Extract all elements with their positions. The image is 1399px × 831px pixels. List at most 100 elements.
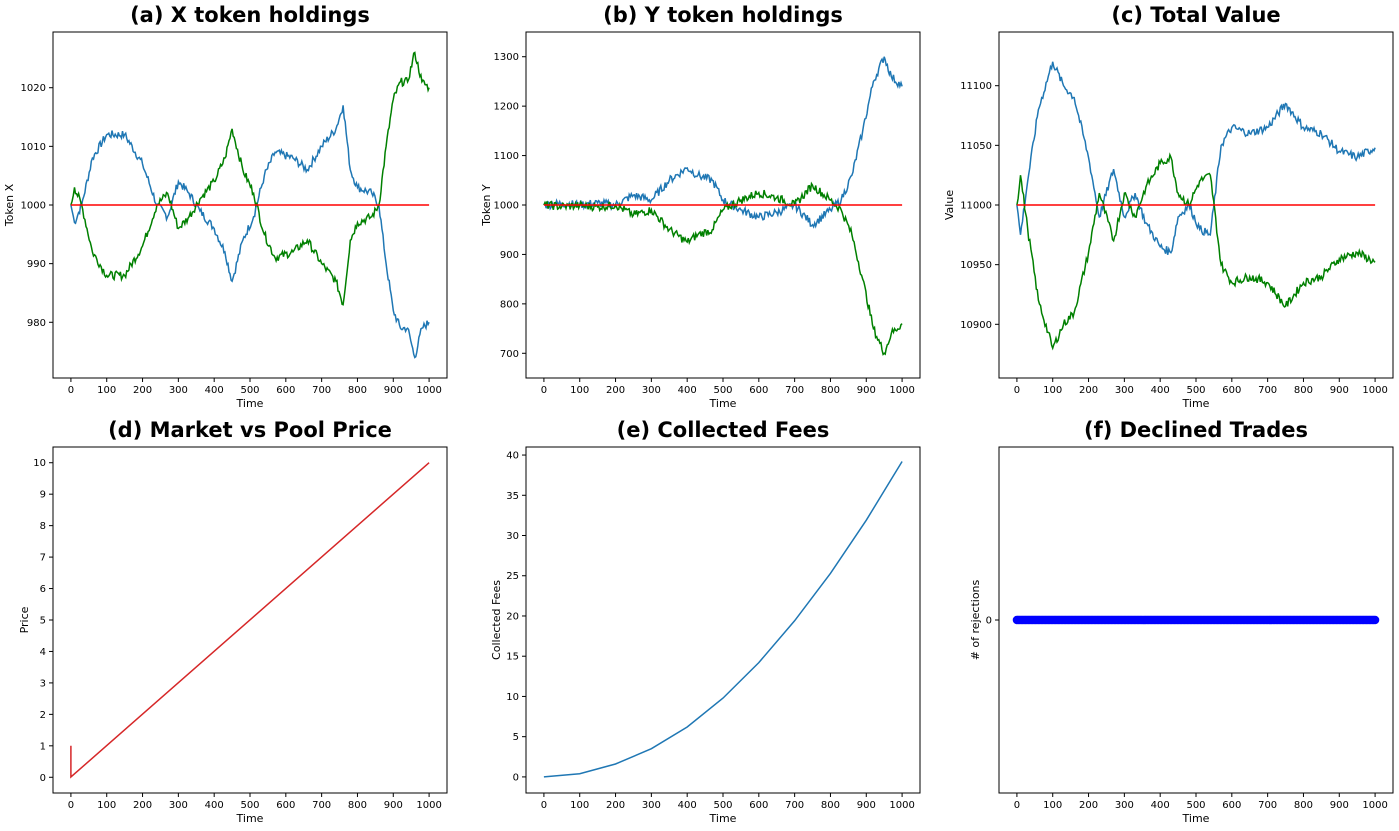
x-tick-label: 0 xyxy=(1014,385,1020,396)
y-tick-label: 5 xyxy=(40,616,46,627)
x-tick-label: 600 xyxy=(749,385,768,396)
x-axis-label: Time xyxy=(236,812,264,825)
x-axis-label: Time xyxy=(709,397,737,410)
y-tick-label: 0 xyxy=(986,616,992,627)
x-tick-label: 1000 xyxy=(416,385,441,396)
x-tick-label: 200 xyxy=(1079,800,1098,811)
y-tick-label: 1 xyxy=(40,741,46,752)
x-tick-label: 1000 xyxy=(1362,385,1387,396)
y-tick-label: 6 xyxy=(40,584,46,595)
y-tick-label: 1000 xyxy=(21,201,46,212)
x-tick-label: 100 xyxy=(97,385,116,396)
y-tick-label: 11050 xyxy=(960,141,992,152)
y-tick-label: 1020 xyxy=(21,83,46,94)
x-tick-label: 300 xyxy=(169,800,188,811)
x-tick-label: 900 xyxy=(1330,800,1349,811)
x-tick-label: 700 xyxy=(1258,800,1277,811)
y-tick-label: 20 xyxy=(506,611,519,622)
x-tick-label: 400 xyxy=(205,800,224,811)
x-tick-label: 800 xyxy=(821,385,840,396)
x-tick-label: 0 xyxy=(68,800,74,811)
chart-panel-6: (f) Declined Trades 0 100 200 300 400 500 600 70… xyxy=(969,418,1394,825)
y-tick-label: 980 xyxy=(27,318,46,329)
x-tick-label: 800 xyxy=(348,800,367,811)
x-tick-label: 200 xyxy=(133,800,152,811)
plot-frame xyxy=(525,446,921,794)
x-tick-label: 500 xyxy=(1186,385,1205,396)
chart-title: (c) Total Value xyxy=(1111,3,1280,27)
y-tick-label: 15 xyxy=(506,652,519,663)
x-tick-label: 600 xyxy=(276,385,295,396)
y-axis-label: Token X xyxy=(3,183,16,227)
y-axis-label: Token Y xyxy=(480,184,493,227)
x-tick-label: 900 xyxy=(384,385,403,396)
x-tick-label: 600 xyxy=(1222,385,1241,396)
x-tick-label: 700 xyxy=(312,800,331,811)
y-axis-label: Collected Fees xyxy=(490,580,503,660)
series-line-1 xyxy=(70,105,430,359)
y-tick-label: 10 xyxy=(33,458,46,469)
x-tick-label: 300 xyxy=(642,385,661,396)
y-tick-label: 8 xyxy=(40,521,46,532)
x-axis-label: Time xyxy=(1182,397,1210,410)
x-tick-label: 800 xyxy=(1294,800,1313,811)
x-tick-label: 200 xyxy=(606,800,625,811)
y-tick-label: 35 xyxy=(506,491,519,502)
y-tick-label: 0 xyxy=(513,772,519,783)
series-line-1 xyxy=(70,462,430,779)
x-tick-label: 600 xyxy=(749,800,768,811)
x-axis-label: Time xyxy=(709,812,737,825)
x-tick-label: 100 xyxy=(1043,800,1062,811)
series-line-1 xyxy=(543,56,903,229)
y-tick-label: 1300 xyxy=(494,52,519,63)
x-axis-label: Time xyxy=(236,397,264,410)
x-tick-label: 200 xyxy=(1079,385,1098,396)
x-tick-label: 1000 xyxy=(1362,800,1387,811)
x-tick-label: 400 xyxy=(1151,800,1170,811)
x-tick-label: 500 xyxy=(1186,800,1205,811)
x-tick-label: 0 xyxy=(1014,800,1020,811)
x-tick-label: 700 xyxy=(1258,385,1277,396)
x-tick-label: 300 xyxy=(169,385,188,396)
x-tick-label: 500 xyxy=(713,385,732,396)
x-tick-label: 800 xyxy=(1294,385,1313,396)
x-tick-label: 0 xyxy=(68,385,74,396)
y-tick-label: 990 xyxy=(27,259,46,270)
x-tick-label: 900 xyxy=(857,800,876,811)
x-tick-label: 100 xyxy=(97,800,116,811)
series-line-1 xyxy=(543,461,903,778)
x-tick-label: 300 xyxy=(642,800,661,811)
y-axis-label: # of rejections xyxy=(969,579,982,660)
x-tick-label: 700 xyxy=(312,385,331,396)
y-tick-label: 10900 xyxy=(960,320,992,331)
x-tick-label: 400 xyxy=(678,800,697,811)
y-tick-label: 11000 xyxy=(960,201,992,212)
x-tick-label: 700 xyxy=(785,800,804,811)
series-line-2 xyxy=(70,51,430,306)
series-line-2 xyxy=(543,181,903,356)
chart-title: (a) X token holdings xyxy=(130,3,370,27)
y-tick-label: 9 xyxy=(40,490,46,501)
y-tick-label: 25 xyxy=(506,571,519,582)
x-tick-label: 500 xyxy=(713,800,732,811)
chart-title: (b) Y token holdings xyxy=(603,3,843,27)
series-line-1 xyxy=(1016,61,1376,255)
x-tick-label: 400 xyxy=(678,385,697,396)
x-tick-label: 200 xyxy=(606,385,625,396)
y-tick-label: 800 xyxy=(500,299,519,310)
x-tick-label: 500 xyxy=(240,800,259,811)
y-tick-label: 10 xyxy=(506,692,519,703)
x-tick-label: 200 xyxy=(133,385,152,396)
x-tick-label: 900 xyxy=(857,385,876,396)
chart-panel-2: (b) Y token holdings 0 100 200 300 400 500 600 7… xyxy=(480,3,921,410)
x-tick-label: 1000 xyxy=(889,800,914,811)
x-tick-label: 100 xyxy=(570,385,589,396)
chart-title: (f) Declined Trades xyxy=(1084,418,1308,442)
chart-title: (d) Market vs Pool Price xyxy=(108,418,392,442)
x-tick-label: 800 xyxy=(821,800,840,811)
y-tick-label: 1010 xyxy=(21,142,46,153)
y-tick-label: 10950 xyxy=(960,260,992,271)
y-axis-label: Price xyxy=(18,606,31,633)
x-tick-label: 600 xyxy=(276,800,295,811)
